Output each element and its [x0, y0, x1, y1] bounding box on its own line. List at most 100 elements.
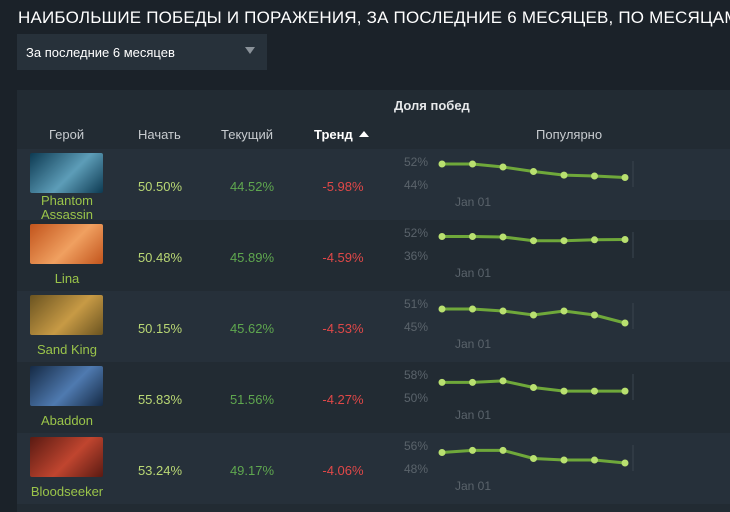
hero-name[interactable]: Lina [54, 271, 80, 286]
popularity-sparkline: 56% 48% Jan 01 [387, 433, 717, 504]
sparkline-max-label: 56% [404, 439, 429, 453]
sparkline-date-label: Jan 01 [455, 195, 492, 209]
hero-name[interactable]: Phantom [40, 193, 94, 208]
sparkline-date-label: Jan 01 [455, 479, 492, 493]
sparkline-point [469, 160, 476, 168]
sparkline-max-label: 52% [404, 155, 429, 169]
sparkline-chart [438, 445, 634, 471]
period-select[interactable]: За последние 6 месяцев [17, 34, 267, 70]
sparkline-date-label: Jan 01 [455, 408, 492, 422]
sparkline-point [560, 387, 568, 395]
sparkline-max-label: 52% [404, 226, 429, 240]
sparkline-point [438, 233, 446, 240]
trend-value: -4.53% [322, 321, 364, 336]
table-row[interactable]: Bloodseeker 53.24% 49.17% -4.06% 56% 48% Jan 0… [17, 433, 730, 504]
hero-portrait[interactable] [30, 437, 103, 477]
sparkline-chart [438, 160, 634, 187]
sparkline-point [469, 305, 476, 313]
popularity-sparkline: 51% 45% Jan 01 [387, 291, 717, 362]
sparkline-max-label: 58% [404, 368, 429, 382]
current-winrate: 44.52% [229, 179, 275, 194]
hero-name[interactable]: Abaddon [40, 413, 94, 428]
hero-name-line2[interactable]: Assassin [40, 207, 94, 222]
popularity-sparkline: 58% 50% Jan 01 [387, 362, 717, 433]
sparkline-point [499, 163, 507, 171]
sparkline-point [438, 378, 446, 386]
period-select-value: За последние 6 месяцев [26, 44, 175, 60]
col-header-current[interactable]: Текущий [221, 127, 273, 142]
sparkline-point [591, 236, 598, 244]
sparkline-chart [438, 232, 634, 258]
sparkline-point [499, 446, 507, 454]
hero-portrait[interactable] [30, 153, 103, 193]
trend-value: -5.98% [322, 179, 364, 194]
sparkline-point [499, 377, 507, 385]
sparkline-chart [438, 303, 634, 329]
trend-value: -4.06% [322, 463, 364, 478]
sparkline-min-label: 36% [404, 249, 429, 263]
hero-portrait[interactable] [30, 366, 103, 406]
sparkline-max-label: 51% [404, 297, 429, 311]
sparkline-date-label: Jan 01 [455, 337, 492, 351]
sparkline-point [621, 174, 629, 181]
current-winrate: 49.17% [229, 463, 275, 478]
sparkline-point [499, 233, 507, 241]
sparkline-point [560, 456, 568, 464]
sparkline-point [591, 311, 598, 319]
trend-value: -4.27% [322, 392, 364, 407]
col-header-trend[interactable]: Тренд [314, 127, 369, 142]
sparkline-min-label: 48% [404, 462, 429, 476]
sparkline-point [621, 459, 629, 467]
sparkline-point [499, 307, 507, 315]
col-header-popular[interactable]: Популярно [536, 127, 603, 142]
hero-portrait[interactable] [30, 224, 103, 264]
sparkline-point [469, 233, 476, 240]
sparkline-point [621, 319, 629, 327]
table-row[interactable]: Abaddon 55.83% 51.56% -4.27% 58% 50% Jan 01 [17, 362, 730, 433]
hero-portrait[interactable] [30, 295, 103, 335]
winrate-group-header: Доля побед [394, 98, 470, 113]
start-winrate: 50.48% [137, 250, 183, 265]
col-header-start[interactable]: Начать [138, 127, 181, 142]
sparkline-min-label: 44% [404, 178, 429, 192]
sparkline-point [560, 171, 568, 179]
sparkline-point [591, 387, 598, 395]
start-winrate: 55.83% [137, 392, 183, 407]
sparkline-point [530, 455, 537, 462]
sparkline-min-label: 50% [404, 391, 429, 405]
popularity-sparkline: 52% 36% Jan 01 [387, 220, 717, 291]
table-row[interactable]: Phantom Assassin 50.50% 44.52% -5.98% 52% 44% J… [17, 149, 730, 222]
hero-name[interactable]: Sand King [37, 342, 97, 357]
sparkline-min-label: 45% [404, 320, 429, 334]
sparkline-point [560, 237, 568, 245]
sparkline-point [438, 305, 446, 313]
col-header-trend-label: Тренд [314, 127, 353, 142]
sparkline-point [591, 172, 598, 180]
sparkline-point [621, 387, 629, 395]
col-header-hero[interactable]: Герой [49, 127, 85, 142]
sparkline-point [560, 307, 568, 315]
current-winrate: 51.56% [229, 392, 275, 407]
sparkline-point [469, 378, 476, 386]
winrate-table: Доля побед Герой Начать Текущий Тренд По… [17, 90, 730, 512]
start-winrate: 50.15% [137, 321, 183, 336]
sparkline-point [469, 446, 476, 454]
start-winrate: 50.50% [137, 179, 183, 194]
table-row[interactable]: Sand King 50.15% 45.62% -4.53% 51% 45% Jan 01 [17, 291, 730, 362]
sparkline-point [530, 168, 537, 175]
trend-value: -4.59% [322, 250, 364, 265]
table-row[interactable]: Lina 50.48% 45.89% -4.59% 52% 36% Jan 01 [17, 220, 730, 291]
sparkline-point [530, 311, 537, 319]
start-winrate: 53.24% [137, 463, 183, 478]
page-title: НАИБОЛЬШИЕ ПОБЕДЫ И ПОРАЖЕНИЯ, ЗА ПОСЛЕД… [18, 8, 730, 27]
sparkline-point [438, 449, 446, 456]
chevron-down-icon[interactable] [245, 47, 255, 54]
sparkline-chart [438, 374, 634, 400]
sparkline-point [591, 456, 598, 464]
hero-name[interactable]: Bloodseeker [30, 484, 104, 499]
popularity-sparkline: 52% 44% Jan 01 [387, 149, 717, 220]
sparkline-point [621, 236, 629, 243]
current-winrate: 45.62% [229, 321, 275, 336]
sparkline-point [530, 237, 537, 245]
sort-ascending-icon[interactable] [358, 131, 369, 137]
